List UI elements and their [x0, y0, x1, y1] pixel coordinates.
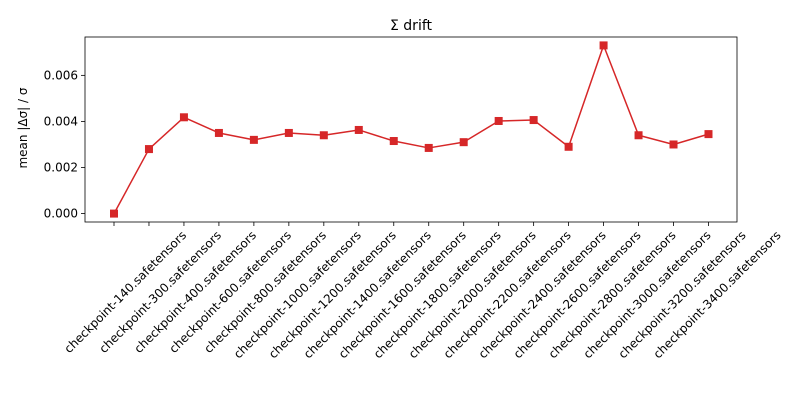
x-tick-label: checkpoint-1000.safetensors	[231, 228, 364, 361]
x-tick-label: checkpoint-2200.safetensors	[441, 228, 574, 361]
x-tick-label: checkpoint-2400.safetensors	[476, 228, 609, 361]
data-point	[494, 116, 503, 125]
data-point	[284, 128, 293, 137]
x-tick-label: checkpoint-3200.safetensors	[616, 228, 749, 361]
series-line	[113, 44, 709, 214]
data-point	[319, 131, 328, 140]
data-point	[424, 143, 433, 152]
x-tick-label: checkpoint-2600.safetensors	[511, 228, 644, 361]
series-markers	[110, 41, 713, 218]
x-tick-label: checkpoint-1800.safetensors	[371, 228, 504, 361]
y-tick-label: 0.006	[44, 68, 78, 82]
y-tick-label: 0.002	[44, 161, 78, 175]
x-tick-label: checkpoint-2800.safetensors	[546, 228, 679, 361]
y-tick-label: 0.000	[44, 207, 78, 221]
x-axis: checkpoint-140.safetensorscheckpoint-300…	[61, 222, 784, 361]
x-tick-label: checkpoint-2000.safetensors	[406, 228, 539, 361]
data-point	[110, 209, 118, 218]
data-point	[529, 116, 538, 125]
data-point	[564, 142, 573, 151]
x-tick-label: checkpoint-3400.safetensors	[651, 228, 784, 361]
data-point	[389, 137, 398, 146]
x-tick-label: checkpoint-1600.safetensors	[336, 228, 469, 361]
data-point	[459, 138, 468, 147]
chart-title: Σ drift	[390, 18, 433, 34]
data-point	[214, 128, 223, 137]
data-point	[634, 131, 643, 140]
x-tick-label: checkpoint-1400.safetensors	[301, 228, 434, 361]
data-point	[249, 135, 258, 144]
data-point	[354, 125, 363, 134]
data-point	[179, 113, 188, 122]
y-axis: 0.000 0.002 0.004 0.006	[44, 68, 85, 221]
x-tick-label: checkpoint-1200.safetensors	[266, 228, 399, 361]
data-point	[669, 140, 678, 149]
data-point	[599, 41, 608, 50]
data-point	[144, 145, 153, 154]
y-axis-label: mean |Δσ| / σ	[16, 87, 30, 168]
y-tick-label: 0.004	[44, 114, 78, 128]
plot-area: 0.000 0.002 0.004 0.006 checkpoint-140.safet…	[44, 36, 784, 361]
x-tick-label: checkpoint-3000.safetensors	[581, 228, 714, 361]
data-point	[704, 130, 713, 139]
plot-frame	[84, 36, 738, 223]
